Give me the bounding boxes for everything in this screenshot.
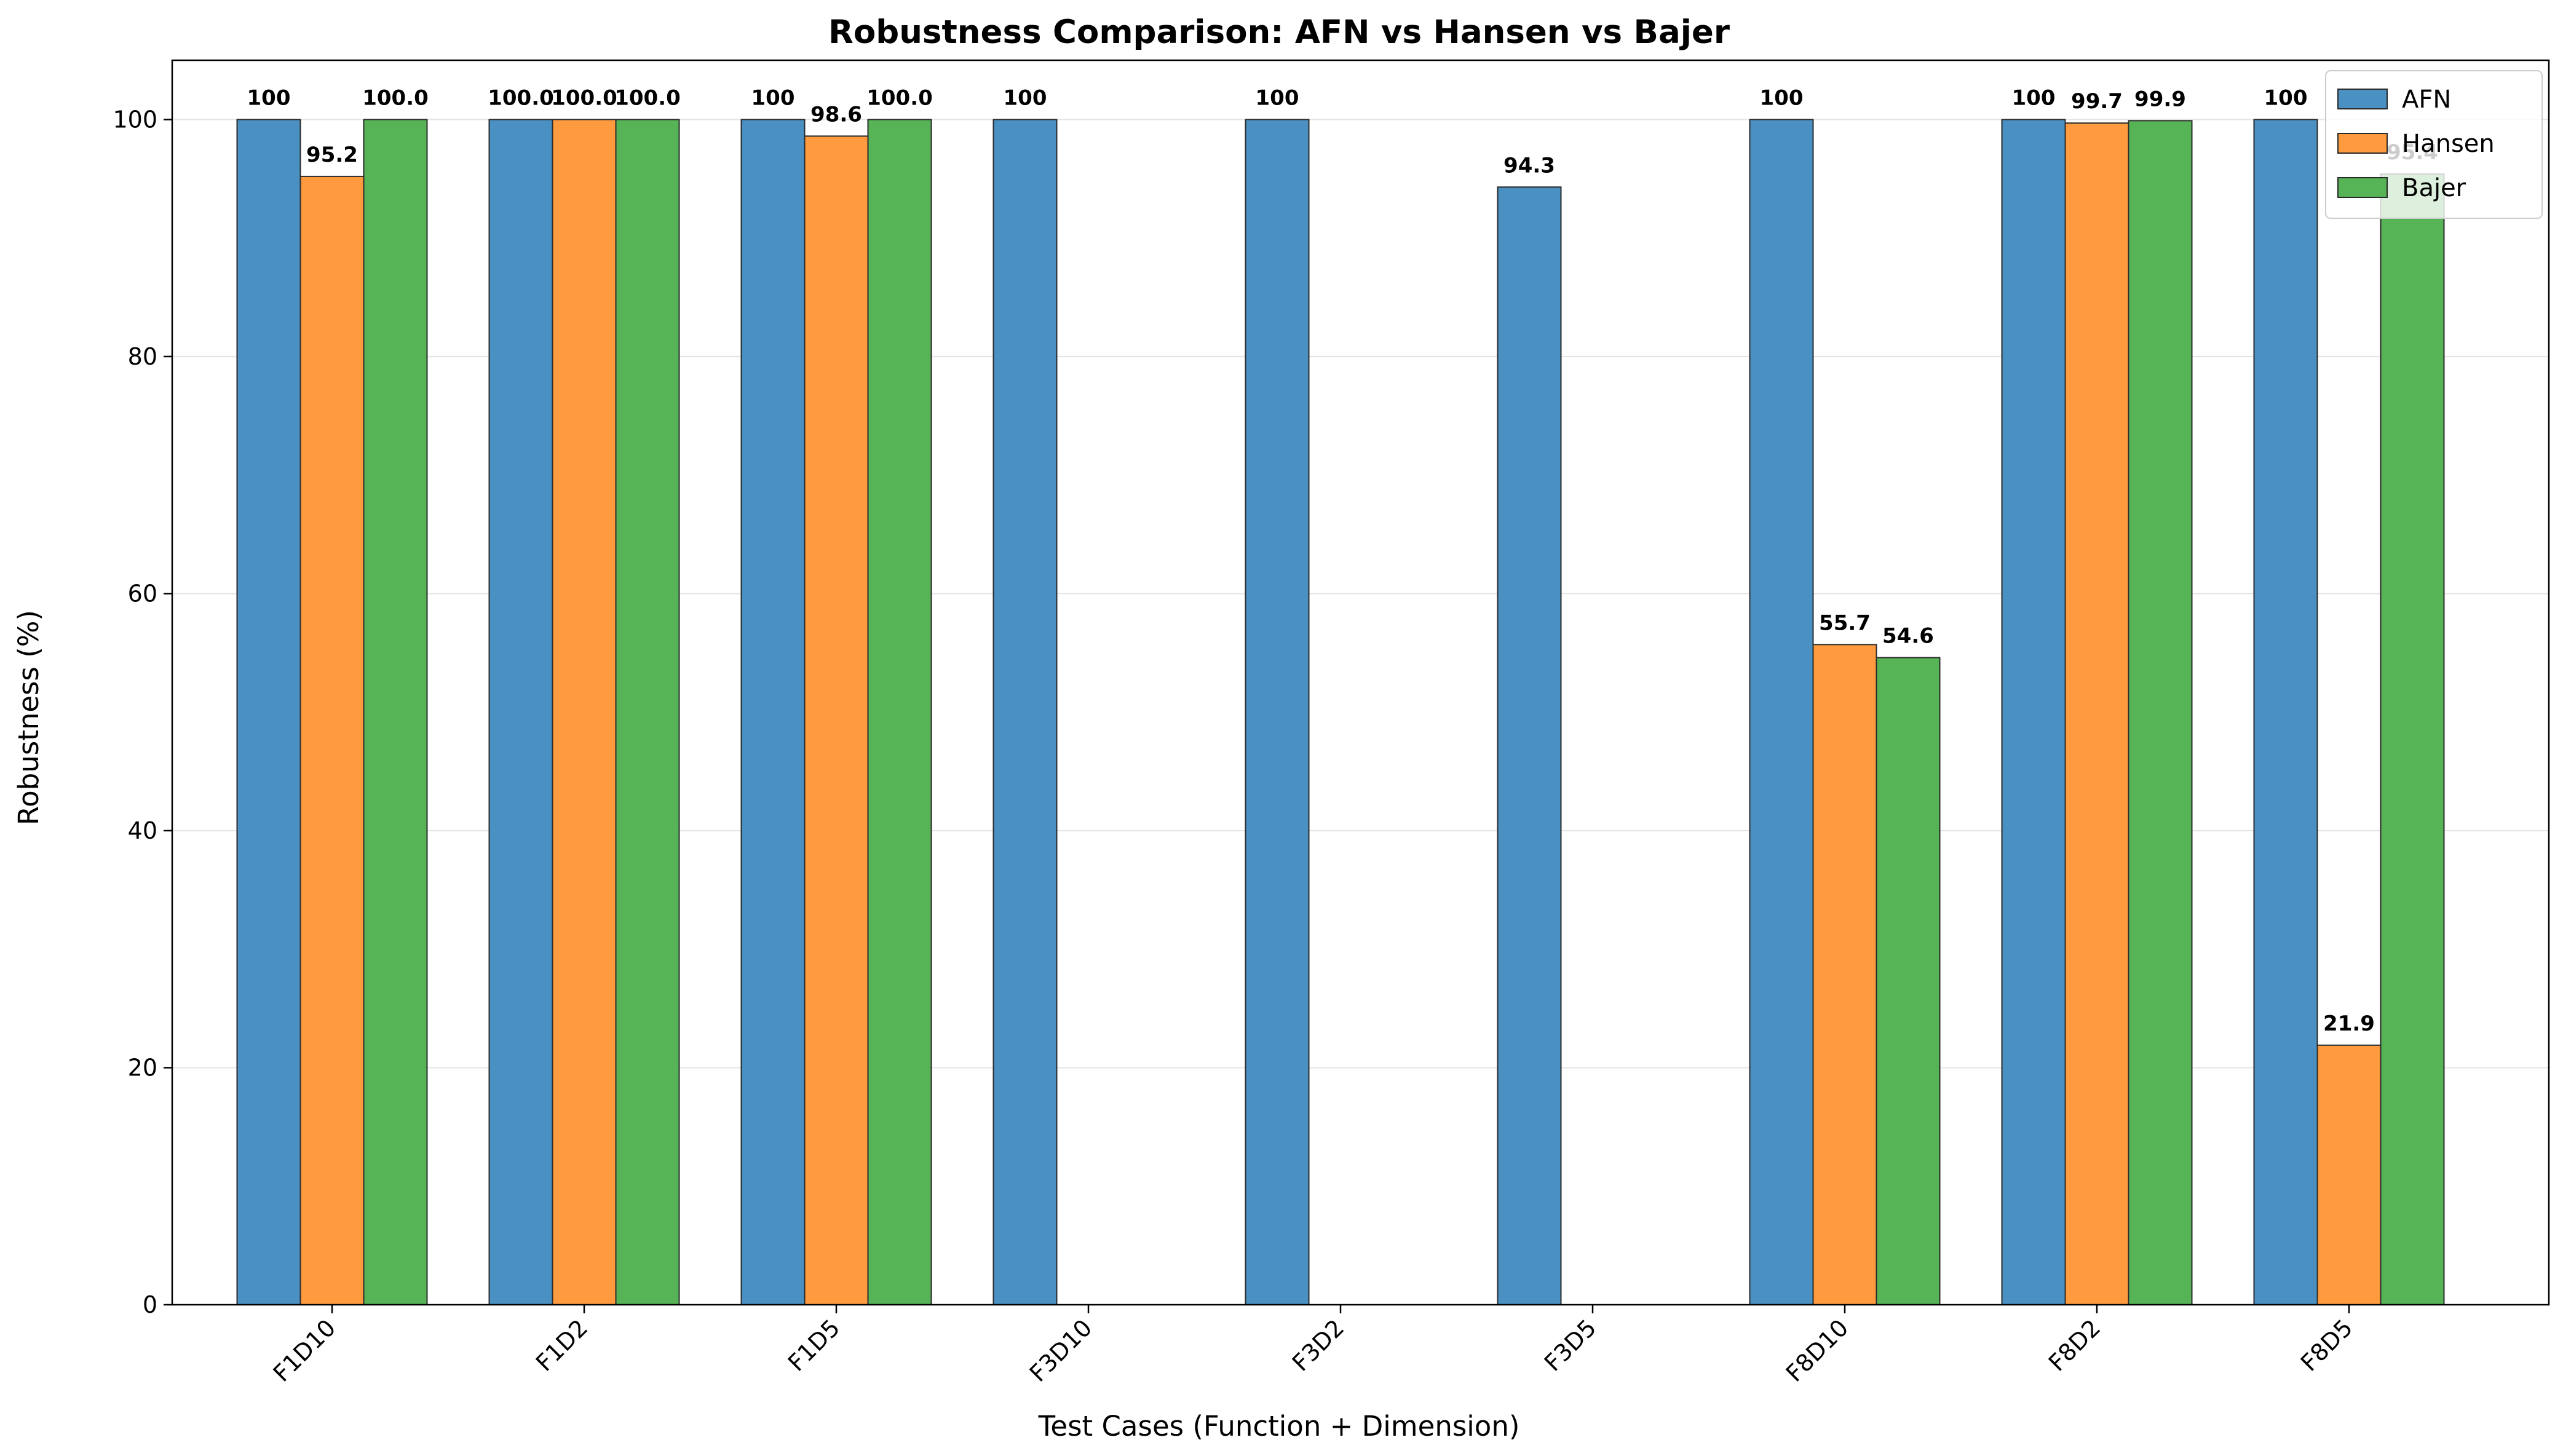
data-label-afn-f3d5: 94.3 (1503, 153, 1555, 178)
x-tick-label: F8D10 (1781, 1314, 1854, 1387)
y-tick-label: 100 (113, 106, 157, 133)
x-tick-label: F1D2 (531, 1314, 593, 1376)
bar-afn-f3d2 (1245, 119, 1310, 1305)
bar-afn-f3d10 (992, 119, 1058, 1305)
bar-afn-f3d5 (1497, 186, 1562, 1305)
legend: AFN Hansen Bajer (2325, 70, 2543, 219)
x-axis-label: Test Cases (Function + Dimension) (1038, 1410, 1520, 1442)
bar-bajer-f8d5 (2380, 173, 2445, 1306)
y-tick-label: 80 (128, 343, 157, 370)
chart-title: Robustness Comparison: AFN vs Hansen vs … (828, 14, 1730, 51)
legend-label-bajer: Bajer (2402, 174, 2466, 202)
data-label-afn-f8d2: 100 (2012, 85, 2056, 110)
y-tick-label: 0 (143, 1291, 157, 1318)
data-label-bajer-f8d2: 99.9 (2134, 87, 2186, 111)
data-label-afn-f1d10: 100 (247, 85, 291, 110)
data-label-bajer-f1d10: 100.0 (362, 85, 429, 110)
plot-frame (171, 59, 2550, 1306)
data-label-bajer-f8d10: 54.6 (1882, 624, 1934, 649)
bar-bajer-f8d2 (2128, 120, 2193, 1305)
bar-hansen-f8d10 (1812, 644, 1877, 1305)
x-tick-label: F3D10 (1024, 1314, 1098, 1387)
data-label-afn-f8d10: 100 (1760, 85, 1804, 110)
data-label-afn-f3d2: 100 (1256, 85, 1299, 110)
y-tick-label: 40 (128, 817, 157, 844)
data-label-hansen-f1d10: 95.2 (306, 143, 358, 167)
bar-afn-f8d10 (1749, 119, 1814, 1305)
data-label-hansen-f1d5: 98.6 (810, 102, 862, 127)
data-label-afn-f8d5: 100 (2264, 85, 2308, 110)
bar-hansen-f8d5 (2316, 1044, 2382, 1305)
data-label-hansen-f8d10: 55.7 (1819, 611, 1871, 635)
data-label-hansen-f8d2: 99.7 (2071, 89, 2123, 114)
bar-hansen-f8d2 (2064, 122, 2129, 1305)
y-tick-label: 20 (128, 1054, 157, 1081)
data-label-afn-f1d2: 100.0 (488, 85, 554, 110)
x-tick-label: F8D5 (2296, 1314, 2358, 1376)
bar-hansen-f1d10 (299, 175, 365, 1306)
data-label-hansen-f1d2: 100.0 (551, 85, 617, 110)
y-tick-label: 60 (128, 580, 157, 607)
bar-afn-f8d2 (2001, 119, 2066, 1305)
legend-swatch-afn (2337, 89, 2388, 109)
x-tick-label: F1D10 (268, 1314, 341, 1387)
bar-bajer-f1d5 (867, 119, 932, 1305)
data-label-bajer-f1d2: 100.0 (614, 85, 681, 110)
x-tick-label: F8D2 (2043, 1314, 2105, 1376)
x-tick-label: F3D2 (1287, 1314, 1349, 1376)
bar-afn-f1d5 (740, 119, 806, 1305)
data-label-bajer-f1d5: 100.0 (866, 85, 933, 110)
legend-label-hansen: Hansen (2402, 130, 2495, 158)
bar-bajer-f1d2 (615, 119, 680, 1305)
bar-afn-f8d5 (2253, 119, 2318, 1305)
legend-swatch-bajer (2337, 177, 2388, 198)
legend-label-afn: AFN (2402, 85, 2451, 114)
data-label-afn-f3d10: 100 (1004, 85, 1047, 110)
legend-swatch-hansen (2337, 133, 2388, 154)
data-label-afn-f1d5: 100 (751, 85, 795, 110)
bars (236, 119, 2445, 1306)
y-axis-label: Robustness (%) (12, 610, 45, 825)
bar-hansen-f1d2 (552, 119, 617, 1305)
bar-afn-f1d10 (236, 119, 301, 1305)
bar-bajer-f8d10 (1876, 657, 1941, 1305)
bar-afn-f1d2 (488, 119, 553, 1305)
bar-bajer-f1d10 (363, 119, 428, 1305)
x-tick-label: F3D5 (1539, 1314, 1601, 1376)
bar-hansen-f1d5 (804, 135, 869, 1305)
x-tick-label: F1D5 (783, 1314, 845, 1376)
data-label-hansen-f8d5: 21.9 (2323, 1011, 2375, 1036)
